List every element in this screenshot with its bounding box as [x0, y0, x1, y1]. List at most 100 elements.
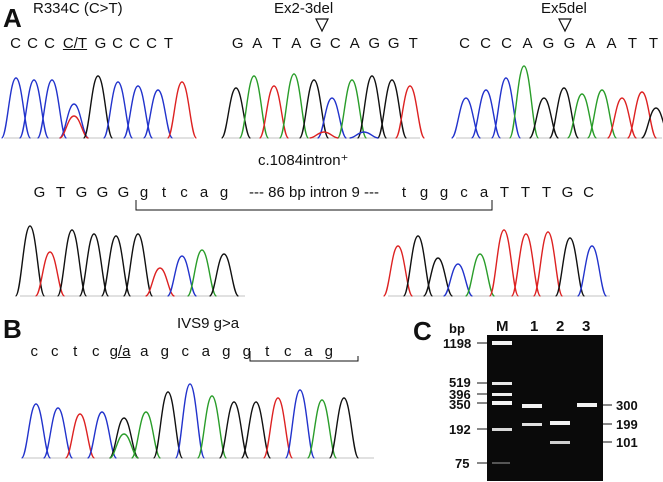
chromatogram-peak [626, 91, 658, 139]
ivs9-sequence: c c t c g/a a g c a g g t c a g [24, 344, 339, 359]
base: g [439, 184, 449, 201]
base: g [324, 343, 333, 360]
chromatogram-peak [56, 229, 88, 297]
ex23del-title: Ex2-3del [274, 0, 334, 17]
ex5del-title: Ex5del [541, 0, 587, 17]
chromatogram-peak [14, 225, 46, 297]
base: G [33, 184, 46, 201]
chromatogram-peak [240, 401, 272, 459]
base: T [163, 35, 174, 52]
base: G [117, 184, 130, 201]
base: C [129, 35, 140, 52]
chromatogram-peak [576, 245, 608, 297]
base: C [583, 184, 594, 201]
base: c [460, 184, 468, 201]
base: C [112, 35, 123, 52]
lane1-band-199 [522, 423, 542, 426]
base: T [648, 35, 659, 52]
base: A [522, 35, 533, 52]
base: c [284, 343, 292, 360]
chromatogram-peak [186, 249, 218, 297]
base: g [419, 184, 429, 201]
base: G [542, 35, 555, 52]
chromatogram-peak [316, 97, 348, 139]
chromatogram-peak [196, 395, 228, 459]
base: g [222, 343, 231, 360]
chromatogram-peak [548, 87, 580, 139]
ladder-size-192: 192 [449, 422, 471, 437]
chromatogram-peak [532, 231, 564, 297]
base: G [368, 35, 381, 52]
chromatogram-peak [490, 77, 522, 139]
base: G [96, 184, 109, 201]
ex23del-chromatogram [220, 73, 426, 139]
base: a [140, 343, 149, 360]
ladder-size-396: 396 [449, 387, 471, 402]
chromatogram-peak [122, 233, 154, 297]
chromatogram-peak [528, 97, 560, 139]
base: T [520, 184, 531, 201]
base: A [291, 35, 302, 52]
chromatogram-peak [641, 107, 663, 139]
base: C [146, 35, 157, 52]
chromatogram-peak [142, 89, 174, 139]
base: g [242, 343, 251, 360]
chromatogram-peak [450, 97, 482, 139]
chromatogram-peak [174, 383, 206, 459]
base: G [231, 35, 244, 52]
base: T [499, 184, 510, 201]
chromatogram-peak [108, 417, 140, 459]
chromatogram-peak [488, 229, 520, 297]
base: T [55, 184, 66, 201]
chromatogram-peak [20, 403, 52, 459]
ex5del-chromatogram [450, 65, 663, 139]
ex23-deletion-marker [315, 18, 572, 33]
base: C [329, 35, 341, 52]
base: T [408, 35, 418, 52]
base: C [459, 35, 470, 52]
chromatogram-peak [510, 233, 542, 297]
base: G [387, 35, 400, 52]
base: T [541, 184, 552, 201]
agarose-gel [487, 335, 603, 481]
base: G [563, 35, 576, 52]
chromatogram-peak [284, 389, 316, 459]
base: C [480, 35, 491, 52]
chromatogram-peak [220, 87, 252, 139]
base: t [73, 343, 78, 360]
lane-label-1: 1 [530, 318, 539, 335]
panel-c-letter: C [413, 316, 432, 346]
chromatogram-peak [145, 267, 175, 297]
chromatogram-peak [34, 251, 66, 297]
base: T [272, 35, 282, 52]
ladder-band-396 [492, 393, 512, 396]
chromatogram-peak [0, 77, 32, 139]
ladder-size-75: 75 [455, 456, 470, 471]
chromatogram-peak [59, 115, 89, 139]
base: g [160, 343, 169, 360]
base: a [304, 343, 313, 360]
base: a [479, 184, 489, 201]
chromatogram-peak [58, 103, 90, 139]
chromatogram-peak [130, 411, 162, 459]
lane2-band-101 [550, 441, 570, 444]
intron-gap-label: --- 86 bp intron 9 --- [248, 184, 380, 201]
chromatogram-peak [328, 397, 360, 459]
lane-label-m: M [496, 318, 509, 335]
base: C [10, 35, 21, 52]
mutation-base: C/T [62, 35, 88, 52]
lane1-band-300 [522, 404, 542, 408]
base: a [201, 343, 210, 360]
intron-right-chromatogram [382, 229, 610, 297]
chromatogram-peak [306, 399, 338, 459]
base: t [161, 184, 167, 201]
lane2-band-199 [550, 421, 570, 425]
chromatogram-peak [382, 245, 414, 297]
intron-left-chromatogram [14, 225, 245, 297]
chromatogram-peak [262, 397, 294, 459]
base: a [199, 184, 209, 201]
